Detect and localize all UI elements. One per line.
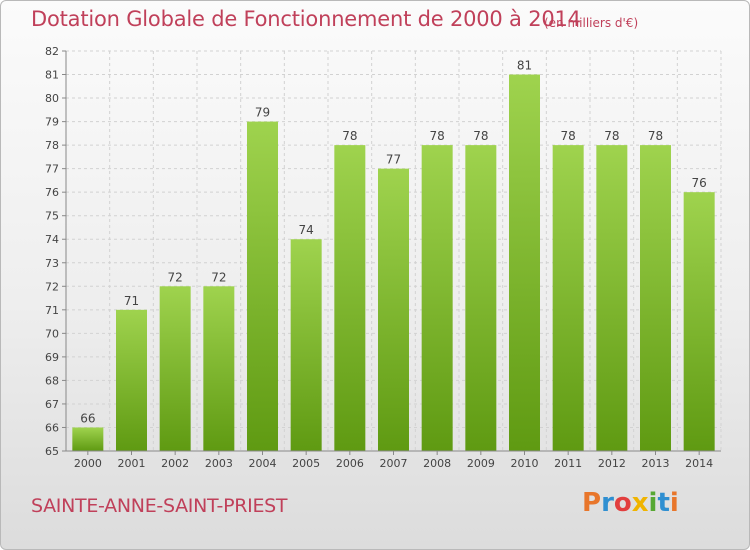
chart-title: Dotation Globale de Fonctionnement de 20… — [31, 7, 581, 31]
y-tick-label: 79 — [45, 116, 59, 129]
x-tick-label: 2004 — [249, 457, 277, 470]
y-tick-label: 72 — [45, 280, 59, 293]
commune-name: SAINTE-ANNE-SAINT-PRIEST — [31, 495, 288, 517]
bar-value-label: 78 — [648, 129, 663, 143]
bar-2000[interactable] — [72, 427, 104, 451]
bar-layer: 66 71 72 72 79 74 78 77 78 78 81 78 78 78 76 — [72, 59, 715, 452]
logo-letter: P — [582, 488, 602, 518]
bar-value-label: 78 — [561, 129, 576, 143]
x-tick-label: 2002 — [161, 457, 189, 470]
y-tick-label: 76 — [45, 186, 59, 199]
x-tick-label: 2012 — [598, 457, 626, 470]
bar-value-label: 78 — [473, 129, 488, 143]
y-tick-label: 74 — [45, 233, 59, 246]
x-tick-label: 2007 — [380, 457, 408, 470]
bar-value-label: 72 — [168, 270, 183, 284]
x-tick-label: 2009 — [467, 457, 495, 470]
y-tick-label: 68 — [45, 374, 59, 387]
bar-2002[interactable] — [159, 286, 191, 451]
bar-2001[interactable] — [116, 309, 147, 451]
y-tick-label: 77 — [45, 163, 59, 176]
logo-letter: o — [613, 488, 632, 518]
y-tick-label: 69 — [45, 351, 59, 364]
bar-2004[interactable] — [247, 121, 278, 452]
y-tick-label: 82 — [45, 45, 59, 58]
x-tick-label: 2013 — [642, 457, 670, 470]
axis-layer: 65 66 67 68 69 70 71 72 73 74 75 76 77 78 79 80 81 82 2000… — [45, 45, 721, 470]
bar-value-label: 76 — [692, 176, 707, 190]
bar-2006[interactable] — [334, 145, 366, 451]
bar-2013[interactable] — [640, 145, 671, 451]
y-tick-label: 65 — [45, 445, 59, 458]
bar-value-label: 72 — [211, 270, 226, 284]
y-tick-label: 75 — [45, 210, 59, 223]
bar-2010[interactable] — [509, 74, 540, 451]
x-tick-label: 2014 — [685, 457, 713, 470]
bar-value-label: 78 — [430, 129, 445, 143]
bar-2008[interactable] — [421, 145, 453, 451]
bar-value-label: 66 — [80, 411, 95, 425]
bar-value-label: 79 — [255, 106, 270, 120]
bar-2009[interactable] — [465, 145, 497, 451]
logo-letter: x — [631, 488, 649, 518]
x-tick-label: 2003 — [205, 457, 233, 470]
logo-letter: i — [648, 488, 658, 518]
x-tick-label: 2001 — [118, 457, 146, 470]
chart-subtitle: (en milliers d'€) — [544, 16, 639, 30]
bar-value-label: 78 — [604, 129, 619, 143]
y-tick-label: 71 — [45, 304, 59, 317]
x-tick-label: 2008 — [423, 457, 451, 470]
y-tick-label: 80 — [45, 92, 59, 105]
x-tick-label: 2006 — [336, 457, 364, 470]
y-tick-label: 73 — [45, 257, 59, 270]
bar-value-label: 74 — [299, 223, 314, 237]
logo-letter: t — [657, 488, 670, 518]
bar-2011[interactable] — [552, 145, 584, 451]
x-tick-label: 2011 — [554, 457, 582, 470]
x-tick-label: 2000 — [74, 457, 102, 470]
y-tick-label: 78 — [45, 139, 59, 152]
bar-2005[interactable] — [290, 239, 322, 451]
x-tick-label: 2005 — [292, 457, 320, 470]
logo-letter: i — [669, 488, 679, 518]
bar-value-label: 77 — [386, 153, 401, 167]
bar-2003[interactable] — [203, 286, 235, 451]
bar-2012[interactable] — [596, 145, 628, 451]
logo-letter: r — [601, 488, 614, 518]
bar-2014[interactable] — [683, 192, 715, 452]
y-tick-label: 67 — [45, 398, 59, 411]
x-tick-label: 2010 — [511, 457, 539, 470]
proxiti-logo[interactable]: Proxiti — [582, 488, 679, 518]
bar-value-label: 71 — [124, 294, 139, 308]
y-tick-label: 66 — [45, 421, 59, 434]
bar-2007[interactable] — [378, 168, 409, 451]
y-tick-label: 81 — [45, 69, 59, 82]
bar-value-label: 81 — [517, 59, 532, 73]
y-tick-label: 70 — [45, 327, 59, 340]
bar-value-label: 78 — [342, 129, 357, 143]
